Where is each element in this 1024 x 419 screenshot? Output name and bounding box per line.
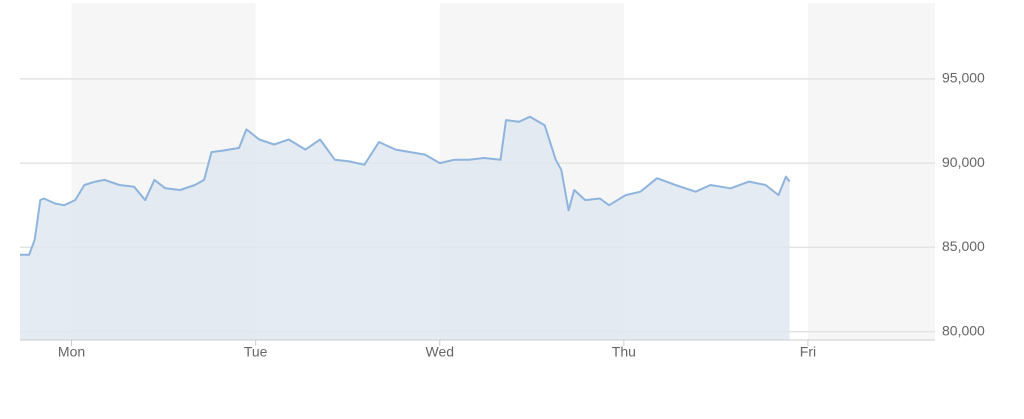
- x-tick-label: Mon: [58, 344, 85, 360]
- x-tick-label: Fri: [800, 344, 816, 360]
- y-tick-label: 80,000: [942, 322, 985, 338]
- price-line: [20, 115, 791, 256]
- day-band: [807, 3, 935, 340]
- x-tick-label: Wed: [425, 344, 454, 360]
- area-fill: [20, 116, 790, 340]
- x-tick-label: Thu: [612, 344, 636, 360]
- y-tick-label: 95,000: [942, 70, 985, 86]
- y-tick-label: 85,000: [942, 238, 985, 254]
- x-tick-label: Tue: [244, 344, 268, 360]
- y-tick-label: 90,000: [942, 154, 985, 170]
